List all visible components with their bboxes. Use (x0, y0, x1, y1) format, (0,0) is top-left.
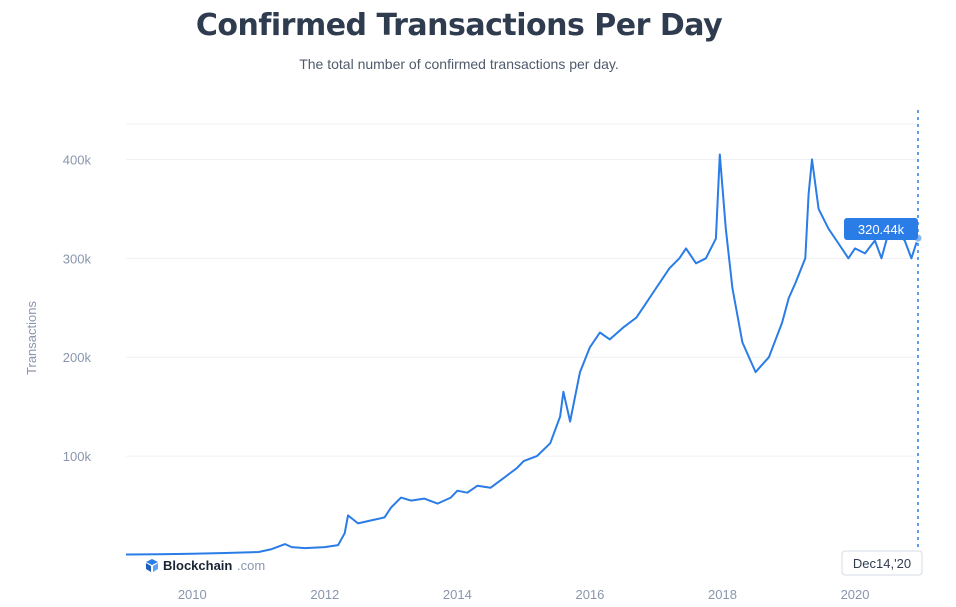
grid-lines (126, 123, 918, 457)
x-axis-ticks: 2010 2012 2014 2016 2018 2020 (178, 587, 870, 602)
y-tick-label: 100k (63, 449, 92, 464)
chart-title: Confirmed Transactions Per Day (195, 8, 723, 43)
x-tick-label: 2018 (708, 587, 737, 602)
y-axis-label: Transactions (24, 301, 39, 375)
y-tick-label: 400k (63, 152, 92, 167)
x-tick-label: 2010 (178, 587, 207, 602)
y-axis-ticks: 100k 200k 300k 400k (63, 152, 92, 464)
chart-subtitle: The total number of confirmed transactio… (299, 56, 619, 72)
x-tick-label: 2016 (575, 587, 604, 602)
blockchain-logo-icon (146, 559, 158, 572)
x-tick-label: 2012 (310, 587, 339, 602)
x-tick-label: 2020 (841, 587, 870, 602)
date-tooltip-text: Dec14,'20 (853, 556, 911, 571)
series-line-transactions (125, 153, 919, 556)
watermark-brand: Blockchain (163, 558, 232, 573)
y-tick-label: 300k (63, 251, 92, 266)
date-tooltip: Dec14,'20 (841, 550, 923, 576)
value-tooltip-text: 320.44k (858, 222, 905, 237)
x-tick-label: 2014 (443, 587, 472, 602)
blockchain-watermark: Blockchain .com (146, 558, 265, 573)
watermark-domain: .com (237, 558, 265, 573)
y-tick-label: 200k (63, 350, 92, 365)
value-tooltip: 320.44k (844, 218, 918, 240)
